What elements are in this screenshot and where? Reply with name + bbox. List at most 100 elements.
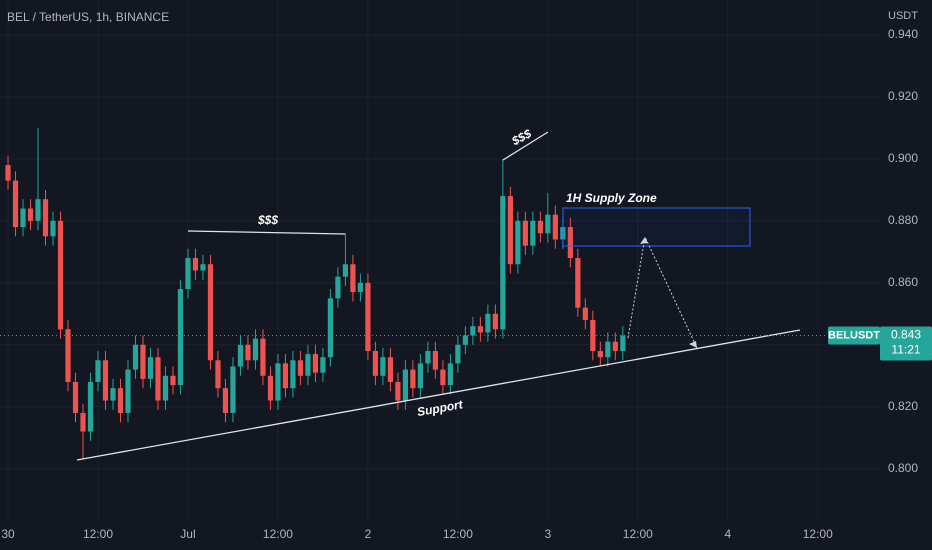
candle-body: [162, 375, 169, 401]
price-axis: [880, 0, 932, 550]
candle-body: [612, 341, 618, 351]
candle-body: [387, 357, 394, 382]
liquidity-line: [187, 230, 346, 235]
y-tick-label: 0.940: [888, 27, 918, 41]
candle-body: [312, 354, 319, 373]
axis-unit: USDT: [888, 10, 918, 22]
candle-body: [237, 344, 244, 367]
candle-body: [35, 199, 41, 221]
candle-body: [455, 344, 461, 364]
candle-body: [252, 338, 259, 361]
candle-body: [222, 388, 229, 413]
y-tick-label: 0.860: [888, 275, 918, 289]
y-tick-label: 0.880: [888, 213, 918, 227]
candle-body: [170, 375, 176, 386]
candle-body: [305, 354, 311, 376]
candle-body: [545, 214, 551, 234]
candle-body: [110, 388, 116, 401]
liquidity-label: $$$: [257, 213, 278, 227]
x-tick-label: 12:00: [803, 527, 833, 541]
candle-body: [567, 227, 573, 259]
x-tick-label: 3: [545, 527, 552, 541]
candle-body: [192, 258, 199, 271]
symbol-badge: [828, 326, 880, 345]
x-tick-label: 30: [1, 527, 15, 541]
candle-body: [432, 350, 438, 370]
candle-body: [132, 344, 139, 370]
candle-body: [335, 276, 341, 299]
candle-body: [245, 344, 251, 361]
candle-body: [515, 220, 521, 265]
candle-body: [530, 220, 536, 246]
candle-body: [477, 326, 483, 333]
candle-body: [27, 208, 34, 221]
candle-body: [350, 264, 356, 293]
candle-body: [470, 326, 476, 336]
candle-body: [507, 196, 513, 265]
candle-body: [230, 366, 236, 413]
y-tick-label: 0.820: [888, 399, 918, 413]
x-tick-label: 12:00: [443, 527, 473, 541]
candle-body: [117, 388, 124, 413]
y-tick-label: 0.920: [888, 89, 918, 103]
candle-body: [552, 214, 558, 240]
candle-body: [537, 220, 543, 234]
last-price-label: 0.843: [891, 328, 921, 342]
candle-body: [125, 369, 131, 413]
candle-body: [147, 357, 154, 379]
candle-body: [500, 196, 506, 330]
candle-body: [185, 258, 191, 290]
x-tick-label: 12:00: [83, 527, 113, 541]
candle-body: [522, 220, 528, 246]
x-tick-label: 12:00: [623, 527, 653, 541]
candle-body: [87, 381, 94, 432]
candle-body: [365, 282, 371, 351]
candle-body: [207, 264, 214, 361]
arrow-head: [689, 341, 697, 348]
candle-body: [155, 357, 161, 401]
x-tick-label: 2: [365, 527, 372, 541]
candle-body: [417, 363, 423, 389]
x-tick-label: 4: [724, 527, 731, 541]
candle-body: [440, 369, 446, 386]
candle-body: [485, 313, 491, 333]
candle-body: [380, 357, 386, 376]
candle-body: [575, 258, 581, 308]
candle-body: [410, 369, 416, 389]
candle-body: [95, 360, 101, 382]
candle-body: [597, 350, 603, 358]
candle-body: [447, 363, 453, 386]
candle-body: [50, 220, 56, 237]
countdown-label: 11:21: [891, 343, 920, 357]
x-tick-label: Jul: [180, 527, 195, 541]
candle-body: [402, 369, 408, 401]
liquidity-line: [502, 131, 549, 161]
candle-body: [200, 264, 206, 271]
candle-body: [20, 208, 26, 228]
x-tick-label: 12:00: [263, 527, 293, 541]
candle-body: [102, 360, 109, 401]
symbol-label: BELUSDT: [828, 329, 880, 341]
candle-body: [260, 338, 266, 376]
candle-body: [72, 381, 79, 413]
candle-body: [320, 357, 326, 373]
candle-body: [140, 344, 146, 379]
candle-body: [297, 360, 304, 376]
chart-title: BEL / TetherUS, 1h, BINANCE: [7, 10, 169, 24]
candle-body: [267, 375, 274, 401]
candle-body: [57, 220, 64, 330]
candle-body: [327, 298, 334, 358]
candle-body: [620, 335, 626, 351]
candle-body: [462, 335, 468, 345]
candle-body: [80, 412, 86, 432]
candle-body: [177, 289, 184, 386]
candle-body: [5, 165, 11, 181]
y-tick-label: 0.900: [888, 151, 918, 165]
candle-body: [275, 363, 281, 401]
y-tick-label: 0.800: [888, 461, 918, 475]
supply-zone-label: 1H Supply Zone: [566, 191, 657, 205]
candle-body: [372, 350, 379, 376]
